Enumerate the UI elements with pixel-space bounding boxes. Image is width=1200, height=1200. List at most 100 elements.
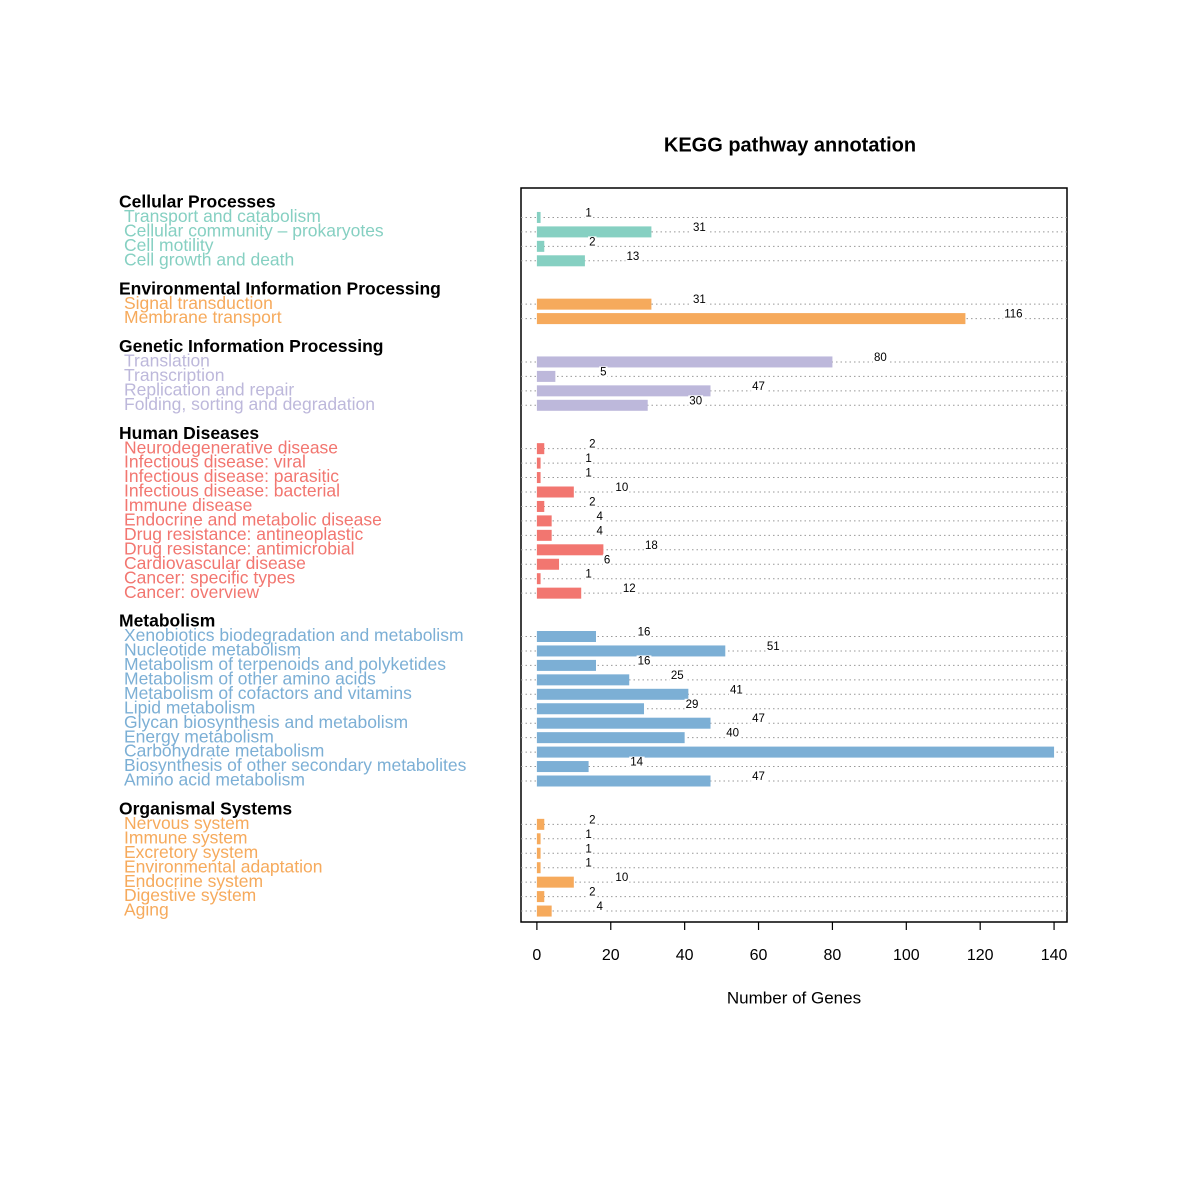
value-label: 10 <box>615 872 628 884</box>
category-label: Metabolism of terpenoids and polyketides <box>124 654 446 674</box>
value-label: 2 <box>589 439 595 451</box>
value-label: 80 <box>874 352 887 364</box>
value-label: 5 <box>600 366 606 378</box>
value-label: 2 <box>589 887 595 899</box>
value-label-bg <box>602 554 612 567</box>
category-label: Carbohydrate metabolism <box>124 741 324 761</box>
value-label: 2 <box>589 236 595 248</box>
bar <box>536 573 541 585</box>
value-label: 4 <box>596 525 603 537</box>
category-label: Endocrine system <box>124 871 263 891</box>
category-label: Nucleotide metabolism <box>124 640 301 660</box>
value-label-bg <box>692 294 707 307</box>
value-label: 1 <box>585 207 591 219</box>
bar <box>536 255 585 267</box>
value-label: 2 <box>589 496 595 508</box>
bar <box>536 298 652 310</box>
bar <box>536 674 630 686</box>
bar <box>536 226 652 238</box>
bar <box>536 443 545 455</box>
category-label: Lipid metabolism <box>124 697 255 717</box>
value-label: 4 <box>596 901 603 913</box>
category-label: Cardiovascular disease <box>124 553 306 573</box>
bar <box>536 500 545 512</box>
value-label: 1 <box>585 829 591 841</box>
value-label-bg <box>588 814 597 827</box>
x-tick-label: 20 <box>602 947 620 964</box>
value-label: 1 <box>585 843 591 855</box>
value-label-bg <box>751 713 766 726</box>
value-label-bg <box>595 525 605 538</box>
value-label-bg <box>588 236 597 249</box>
category-label: Folding, sorting and degradation <box>124 394 375 414</box>
bar <box>536 515 552 527</box>
category-label: Metabolism of cofactors and vitamins <box>124 683 412 703</box>
bar <box>536 645 726 657</box>
bar <box>536 891 545 903</box>
bar <box>536 847 541 859</box>
value-label: 4 <box>596 511 603 523</box>
value-label-bg <box>725 727 741 740</box>
value-label-bg <box>728 684 744 697</box>
bar <box>536 587 582 599</box>
value-label: 16 <box>638 627 651 639</box>
value-label-bg <box>643 539 659 552</box>
group-header: Cellular Processes <box>119 192 276 212</box>
value-label-bg <box>636 655 652 668</box>
bar <box>536 703 645 715</box>
value-label-bg <box>614 872 630 885</box>
value-label-bg <box>636 626 652 639</box>
category-label: Translation <box>124 351 210 371</box>
category-label: Transcription <box>124 365 225 385</box>
category-label: Immune system <box>124 827 248 847</box>
value-label-bg <box>692 221 707 234</box>
category-label: Digestive system <box>124 885 256 905</box>
value-label-bg <box>584 207 593 220</box>
value-label-bg <box>669 669 685 682</box>
category-label: Replication and repair <box>124 379 294 399</box>
category-label: Xenobiotics biodegradation and metabolis… <box>124 625 464 645</box>
value-label-bg <box>614 482 630 495</box>
value-label-bg <box>765 640 781 653</box>
category-label: Cancer: overview <box>124 582 260 602</box>
bar <box>536 486 574 498</box>
value-label: 41 <box>730 684 743 696</box>
value-label: 51 <box>767 641 780 653</box>
value-label: 2 <box>589 814 595 826</box>
x-tick-label: 0 <box>532 947 541 964</box>
bar <box>536 876 574 888</box>
bar <box>536 370 556 382</box>
value-label: 13 <box>627 251 640 263</box>
category-label: Transport and catabolism <box>124 206 321 226</box>
value-label-bg <box>584 828 593 841</box>
x-tick-label: 80 <box>824 947 842 964</box>
value-label: 47 <box>752 713 765 725</box>
bar <box>536 732 685 744</box>
value-label-bg <box>584 453 593 466</box>
x-tick-label: 120 <box>967 947 994 964</box>
bar <box>536 385 711 397</box>
bar <box>536 472 541 484</box>
chart-title: KEGG pathway annotation <box>664 134 916 156</box>
category-label: Excretory system <box>124 842 258 862</box>
bar <box>536 862 541 874</box>
bar <box>536 529 552 541</box>
value-label-bg <box>684 698 700 711</box>
value-label: 29 <box>686 699 699 711</box>
value-label: 31 <box>693 222 706 234</box>
value-label: 1 <box>585 569 591 581</box>
value-label: 40 <box>726 728 739 740</box>
value-label-bg <box>629 756 645 769</box>
value-label-bg <box>751 771 766 784</box>
category-label: Infectious disease: bacterial <box>124 481 340 501</box>
value-label: 1 <box>585 468 591 480</box>
category-label: Amino acid metabolism <box>124 770 305 790</box>
category-label: Metabolism of other amino acids <box>124 668 376 688</box>
value-label: 1 <box>585 858 591 870</box>
value-label-bg <box>873 351 888 364</box>
value-label-bg <box>588 886 597 899</box>
group-header: Environmental Information Processing <box>119 278 441 298</box>
value-label: 10 <box>615 482 628 494</box>
value-label-bg <box>595 510 605 523</box>
value-label: 47 <box>752 381 765 393</box>
